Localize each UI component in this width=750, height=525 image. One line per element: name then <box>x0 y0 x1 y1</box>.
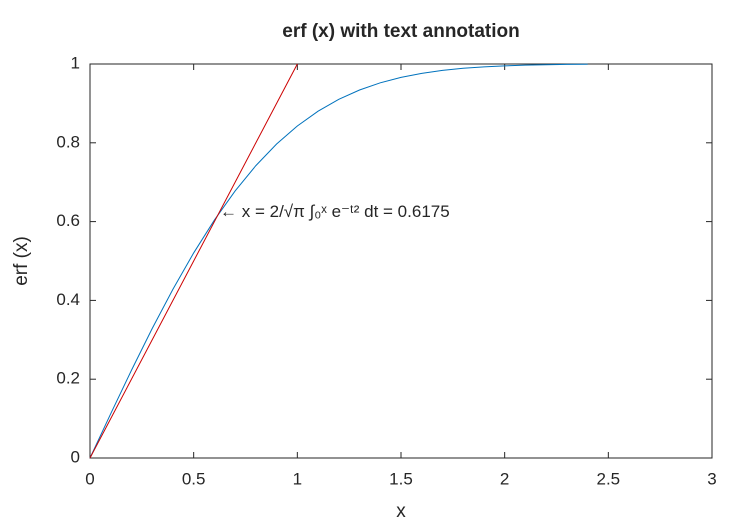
x-tick-label: 0 <box>85 469 94 488</box>
y-axis-label: erf (x) <box>11 236 32 286</box>
line-series <box>89 63 588 459</box>
y-tick-label: 0.6 <box>56 211 80 230</box>
y-tick-label: 0 <box>71 447 80 466</box>
x-tick-label: 2 <box>500 469 509 488</box>
x-tick-label: 1 <box>293 469 302 488</box>
chart-title: erf (x) with text annotation <box>282 21 520 42</box>
y-tick-label: 0.4 <box>56 290 80 309</box>
x-axis-label: x <box>396 501 406 522</box>
y-tick-label: 1 <box>71 53 80 72</box>
x-tick-label: 2.5 <box>597 469 621 488</box>
y-tick-label: 0.2 <box>56 369 80 388</box>
annotation: ← x = 2/√π ∫₀ˣ e⁻ᵗ² dt = 0.6175 <box>220 202 450 221</box>
line-series <box>89 63 298 459</box>
x-tick-label: 1.5 <box>389 469 413 488</box>
x-tick-label: 3 <box>707 469 716 488</box>
x-tick-label: 0.5 <box>182 469 206 488</box>
y-tick-label: 0.8 <box>56 132 80 151</box>
